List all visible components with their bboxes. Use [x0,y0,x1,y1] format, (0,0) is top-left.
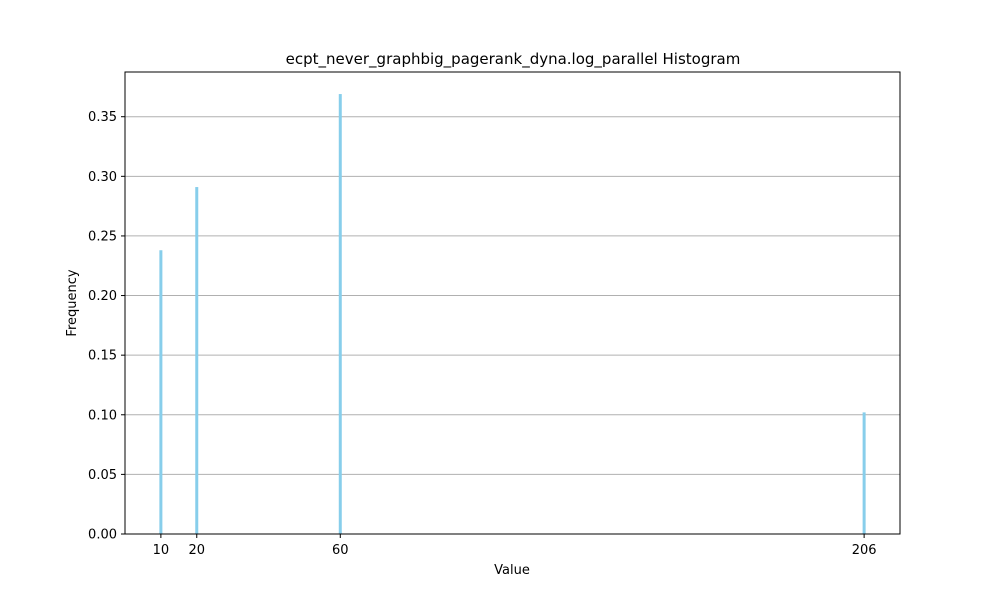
y-tick-label: 0.35 [88,110,117,125]
histogram-bar [338,94,342,535]
histogram-bar [159,250,163,534]
y-axis-ticks: 0.00 0.05 0.10 0.15 0.20 0.25 0.30 0.35 [88,110,125,543]
x-tick-label: 10 [153,543,170,558]
x-tick-label: 206 [852,543,877,558]
histogram-bar [195,187,199,534]
y-tick-label: 0.00 [88,528,117,543]
x-tick-label: 60 [332,543,349,558]
grid-lines [125,116,900,475]
y-tick-label: 0.05 [88,468,117,483]
x-tick-label: 20 [188,543,205,558]
x-axis-label: Value [494,563,530,578]
y-tick-label: 0.15 [88,349,117,364]
histogram-bar [862,412,866,534]
chart-title: ecpt_never_graphbig_pagerank_dyna.log_pa… [286,50,741,69]
y-tick-label: 0.30 [88,170,117,185]
y-tick-label: 0.20 [88,289,117,304]
bars [159,94,866,535]
plot-frame [124,71,901,535]
y-axis-label: Frequency [65,269,80,336]
x-axis-ticks: 10 20 60 206 [153,534,877,558]
y-tick-label: 0.25 [88,229,117,244]
y-tick-label: 0.10 [88,408,117,423]
